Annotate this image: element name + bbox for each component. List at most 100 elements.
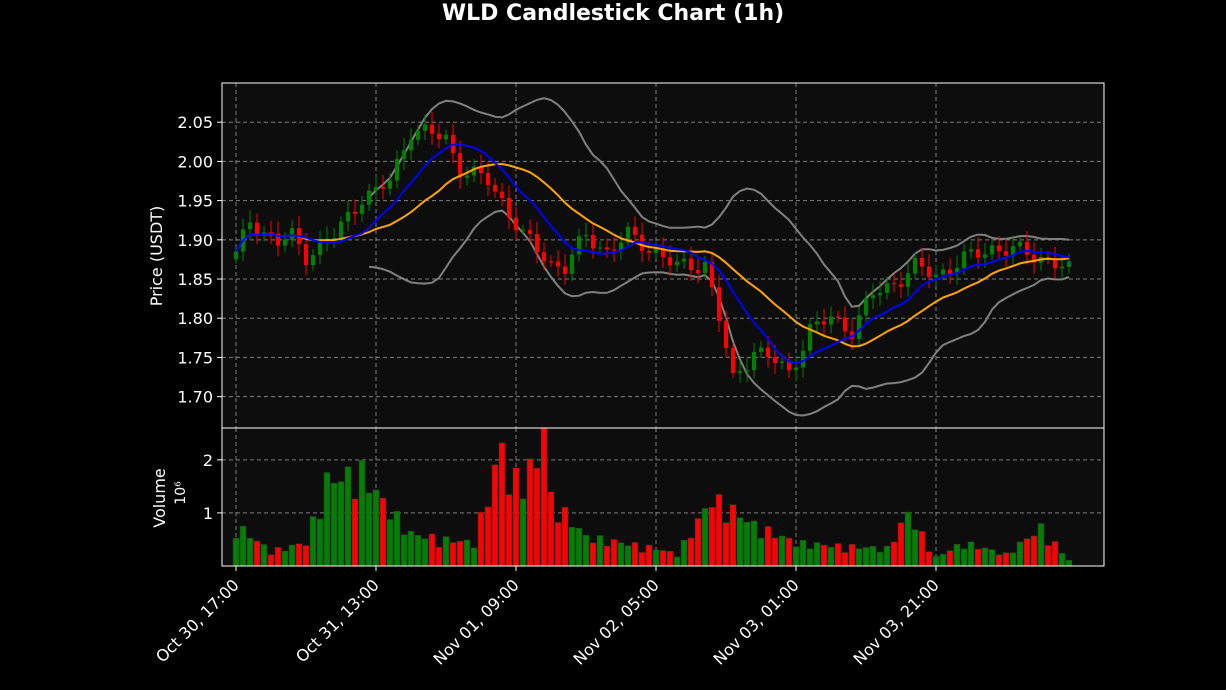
- candle-body: [779, 361, 785, 363]
- candle-down: [562, 254, 568, 285]
- x-tick-label: Nov 01, 09:00: [430, 575, 523, 668]
- candle-body: [289, 228, 295, 240]
- volume-bar: [855, 548, 863, 567]
- volume-bar: [414, 534, 422, 567]
- candle-up: [471, 159, 477, 183]
- volume-bar: [764, 526, 772, 567]
- candle-body: [807, 324, 813, 351]
- candle-body: [954, 267, 960, 274]
- volume-bar: [981, 547, 989, 567]
- candle-up: [373, 175, 379, 202]
- candle-up: [744, 357, 750, 383]
- candle-down: [534, 221, 540, 264]
- volume-bar: [365, 492, 373, 567]
- x-tick-label: Oct 31, 13:00: [292, 575, 383, 666]
- candle-body: [352, 211, 358, 214]
- chart-title: WLD Candlestick Chart (1h): [442, 1, 784, 26]
- volume-bar: [582, 534, 590, 567]
- candle-down: [555, 250, 561, 277]
- candle-down: [457, 140, 463, 190]
- candle-down: [499, 182, 505, 207]
- candle-body: [387, 180, 393, 189]
- volume-bar: [323, 472, 331, 567]
- volume-bar: [806, 548, 814, 567]
- candle-body: [366, 190, 372, 205]
- volume-bar: [701, 508, 709, 567]
- candle-up: [877, 281, 883, 306]
- candle-body: [884, 283, 890, 294]
- volume-bar: [743, 521, 751, 567]
- candle-down: [786, 353, 792, 378]
- candle-body: [401, 150, 407, 159]
- volume-y-tick-label: 1: [203, 504, 213, 523]
- candle-up: [912, 252, 918, 279]
- candle-body: [681, 258, 687, 262]
- candle-body: [394, 158, 400, 181]
- candle-body: [268, 232, 274, 234]
- candle-body: [870, 295, 876, 299]
- volume-bar: [645, 544, 653, 567]
- slow-moving-average-line: [235, 162, 1070, 348]
- candle-body: [758, 347, 764, 352]
- volume-bar: [463, 539, 471, 567]
- candle-up: [933, 265, 939, 286]
- candle-body: [520, 229, 526, 231]
- candle-down: [891, 274, 897, 293]
- candle-up: [366, 183, 372, 211]
- candle-body: [751, 351, 757, 371]
- volume-grid: [222, 428, 1104, 566]
- candle-body: [562, 266, 568, 274]
- candle-down: [604, 238, 610, 258]
- candle-down: [730, 342, 736, 378]
- candle-body: [821, 321, 827, 325]
- candle-down: [709, 252, 715, 296]
- candle-body: [1045, 257, 1051, 259]
- volume-bar: [869, 545, 877, 567]
- candle-down: [492, 178, 498, 198]
- candle-body: [674, 261, 680, 266]
- volume-bar: [379, 497, 387, 567]
- volume-bar: [939, 553, 947, 567]
- volume-bar: [498, 442, 506, 567]
- candle-body: [653, 248, 659, 253]
- volume-y-tick-label: 2: [203, 451, 213, 470]
- volume-bar: [792, 546, 800, 567]
- volume-bar: [757, 537, 765, 567]
- volume-bar: [435, 547, 443, 567]
- candle-body: [1052, 258, 1058, 269]
- x-tick-label: Nov 03, 01:00: [710, 575, 803, 668]
- candle-up: [870, 283, 876, 310]
- candle-down: [380, 174, 386, 200]
- candle-body: [464, 175, 470, 178]
- candle-down: [723, 310, 729, 358]
- candle-down: [1052, 246, 1058, 279]
- volume-bar: [771, 537, 779, 567]
- candle-body: [1003, 251, 1009, 256]
- volume-bar: [603, 545, 611, 567]
- volume-bar: [470, 547, 478, 567]
- candle-body: [982, 254, 988, 258]
- volume-bar: [302, 545, 310, 567]
- volume-bar: [827, 547, 835, 567]
- candle-down: [1003, 238, 1009, 267]
- candle-up: [793, 355, 799, 382]
- volume-bar: [288, 544, 296, 567]
- candle-body: [254, 222, 260, 236]
- volume-bar: [372, 489, 380, 567]
- y-tick-label: 2.05: [177, 113, 213, 132]
- candle-body: [905, 273, 911, 287]
- candle-up: [289, 220, 295, 248]
- candle-body: [912, 257, 918, 274]
- volume-bar: [680, 539, 688, 567]
- volume-bar: [484, 506, 492, 567]
- volume-bar: [687, 537, 695, 567]
- candle-body: [247, 222, 253, 230]
- volume-bar: [834, 543, 842, 567]
- candle-body: [968, 249, 974, 252]
- volume-bar: [750, 520, 758, 567]
- candle-body: [345, 211, 351, 222]
- candle-body: [590, 234, 596, 249]
- volume-bar: [932, 556, 940, 567]
- candle-down: [835, 310, 841, 323]
